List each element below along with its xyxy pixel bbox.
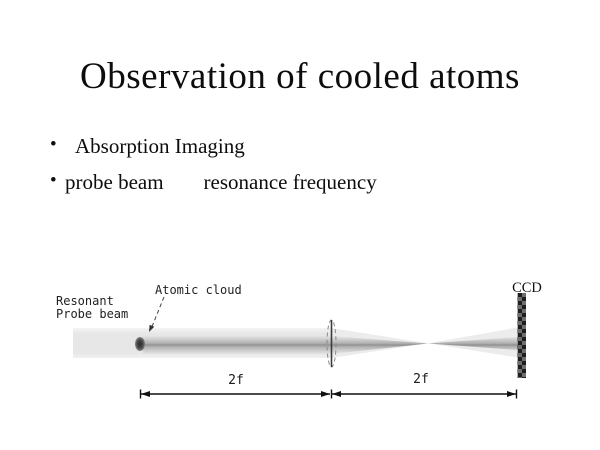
- bullet-icon: •: [50, 170, 57, 191]
- atomic-cloud-dot: [135, 337, 145, 351]
- dimension-2f-left: [139, 389, 330, 399]
- ccd-sensor-bar: [517, 293, 526, 378]
- atomic-cloud-label: Atomic cloud: [155, 283, 242, 297]
- shadow-cone-converging: [331, 336, 428, 354]
- focal-length-label-left: 2f: [228, 373, 244, 388]
- focal-length-label-right: 2f: [413, 372, 429, 387]
- bullet-item-probe-beam: • probe beam resonance frequency: [50, 170, 377, 195]
- atomic-cloud-arrow-line: [150, 296, 165, 330]
- slide-title: Observation of cooled atoms: [80, 56, 520, 97]
- absorption-shadow-band: [143, 335, 331, 355]
- probe-beam-label-line2: Probe beam: [56, 307, 128, 321]
- dimension-2f-right: [330, 389, 518, 399]
- bullet-text-probe-beam: probe beam: [65, 170, 164, 194]
- bullet-item-absorption-imaging: • Absorption Imaging: [50, 134, 245, 159]
- bullet-text: Absorption Imaging: [75, 134, 245, 158]
- probe-beam-label-line1: Resonant: [56, 294, 114, 308]
- atomic-cloud-arrow-icon: [149, 324, 155, 332]
- bullet-icon: •: [50, 134, 57, 155]
- shadow-cone-diverging: [428, 337, 518, 350]
- bullet-text-resonance-frequency: resonance frequency: [203, 170, 377, 194]
- ccd-label: CCD: [512, 280, 542, 296]
